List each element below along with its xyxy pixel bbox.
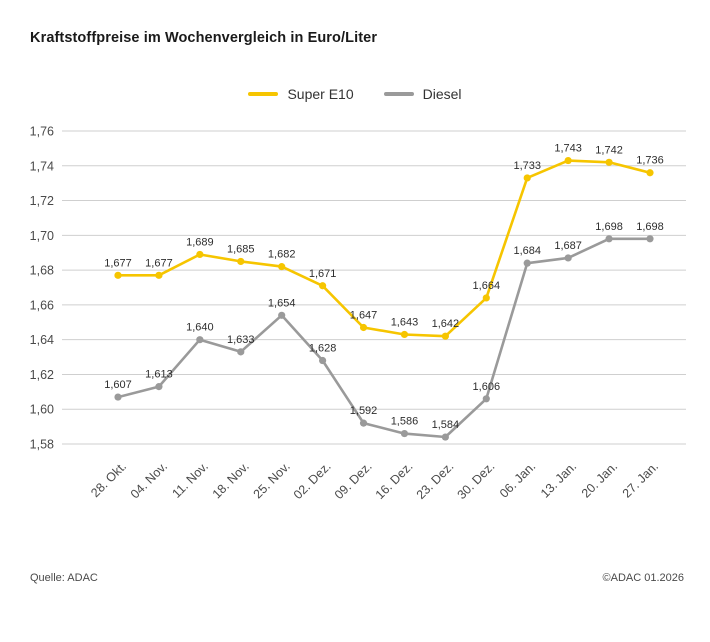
legend-label: Super E10 xyxy=(287,86,354,102)
svg-text:1,698: 1,698 xyxy=(595,221,623,233)
svg-text:1,687: 1,687 xyxy=(554,240,582,252)
svg-text:1,74: 1,74 xyxy=(30,159,54,173)
svg-text:1,586: 1,586 xyxy=(391,416,419,428)
svg-text:1,633: 1,633 xyxy=(227,334,255,346)
svg-text:28. Okt.: 28. Okt. xyxy=(88,459,129,500)
svg-text:1,677: 1,677 xyxy=(104,257,132,269)
svg-text:11. Nov.: 11. Nov. xyxy=(169,459,211,501)
svg-text:1,640: 1,640 xyxy=(186,322,214,334)
svg-text:1,66: 1,66 xyxy=(30,298,54,312)
legend-item-diesel: Diesel xyxy=(383,86,462,102)
svg-text:1,72: 1,72 xyxy=(30,194,54,208)
svg-text:1,689: 1,689 xyxy=(186,236,214,248)
svg-text:25. Nov.: 25. Nov. xyxy=(251,459,293,501)
svg-text:30. Dez.: 30. Dez. xyxy=(455,459,498,502)
svg-text:1,58: 1,58 xyxy=(30,438,54,452)
svg-text:1,742: 1,742 xyxy=(595,144,623,156)
svg-text:1,647: 1,647 xyxy=(350,309,378,321)
svg-text:1,682: 1,682 xyxy=(268,249,296,261)
svg-text:1,671: 1,671 xyxy=(309,268,337,280)
svg-text:1,606: 1,606 xyxy=(473,381,501,393)
svg-text:1,64: 1,64 xyxy=(30,333,54,347)
svg-text:16. Dez.: 16. Dez. xyxy=(373,459,416,502)
svg-text:23. Dez.: 23. Dez. xyxy=(414,459,457,502)
copyright-note: ©ADAC 01.2026 xyxy=(602,572,685,584)
svg-text:1,685: 1,685 xyxy=(227,243,255,255)
svg-text:1,684: 1,684 xyxy=(513,245,541,257)
svg-text:04. Nov.: 04. Nov. xyxy=(128,459,170,501)
legend-item-super-e10: Super E10 xyxy=(248,86,354,102)
svg-text:27. Jan.: 27. Jan. xyxy=(620,459,661,500)
svg-text:13. Jan.: 13. Jan. xyxy=(538,459,579,500)
svg-text:1,677: 1,677 xyxy=(145,257,173,269)
chart-title: Kraftstoffpreise im Wochenvergleich in E… xyxy=(30,30,378,46)
chart-legend: Super E10 Diesel xyxy=(0,86,710,102)
svg-text:1,68: 1,68 xyxy=(30,264,54,278)
svg-text:1,698: 1,698 xyxy=(636,221,664,233)
svg-text:1,628: 1,628 xyxy=(309,343,337,355)
svg-text:1,654: 1,654 xyxy=(268,297,296,309)
svg-text:02. Dez.: 02. Dez. xyxy=(291,459,334,502)
svg-text:1,643: 1,643 xyxy=(391,316,419,328)
source-note: Quelle: ADAC xyxy=(30,572,98,584)
svg-text:18. Nov.: 18. Nov. xyxy=(210,459,252,501)
svg-text:1,62: 1,62 xyxy=(30,368,54,382)
svg-text:1,607: 1,607 xyxy=(104,379,132,391)
svg-text:1,592: 1,592 xyxy=(350,405,378,417)
svg-text:1,733: 1,733 xyxy=(513,160,541,172)
legend-swatch xyxy=(248,92,279,96)
svg-text:1,584: 1,584 xyxy=(432,419,460,431)
svg-text:1,70: 1,70 xyxy=(30,229,54,243)
svg-text:20. Jan.: 20. Jan. xyxy=(579,459,620,500)
legend-swatch xyxy=(383,92,414,96)
svg-text:09. Dez.: 09. Dez. xyxy=(332,459,375,502)
svg-text:1,736: 1,736 xyxy=(636,155,664,167)
svg-text:1,743: 1,743 xyxy=(554,143,582,155)
svg-text:1,76: 1,76 xyxy=(30,125,54,139)
svg-text:1,642: 1,642 xyxy=(432,318,460,330)
legend-label: Diesel xyxy=(422,86,462,102)
svg-text:1,613: 1,613 xyxy=(145,369,173,381)
svg-text:06. Jan.: 06. Jan. xyxy=(497,459,538,500)
svg-text:1,60: 1,60 xyxy=(30,403,54,417)
svg-text:1,664: 1,664 xyxy=(473,280,501,292)
